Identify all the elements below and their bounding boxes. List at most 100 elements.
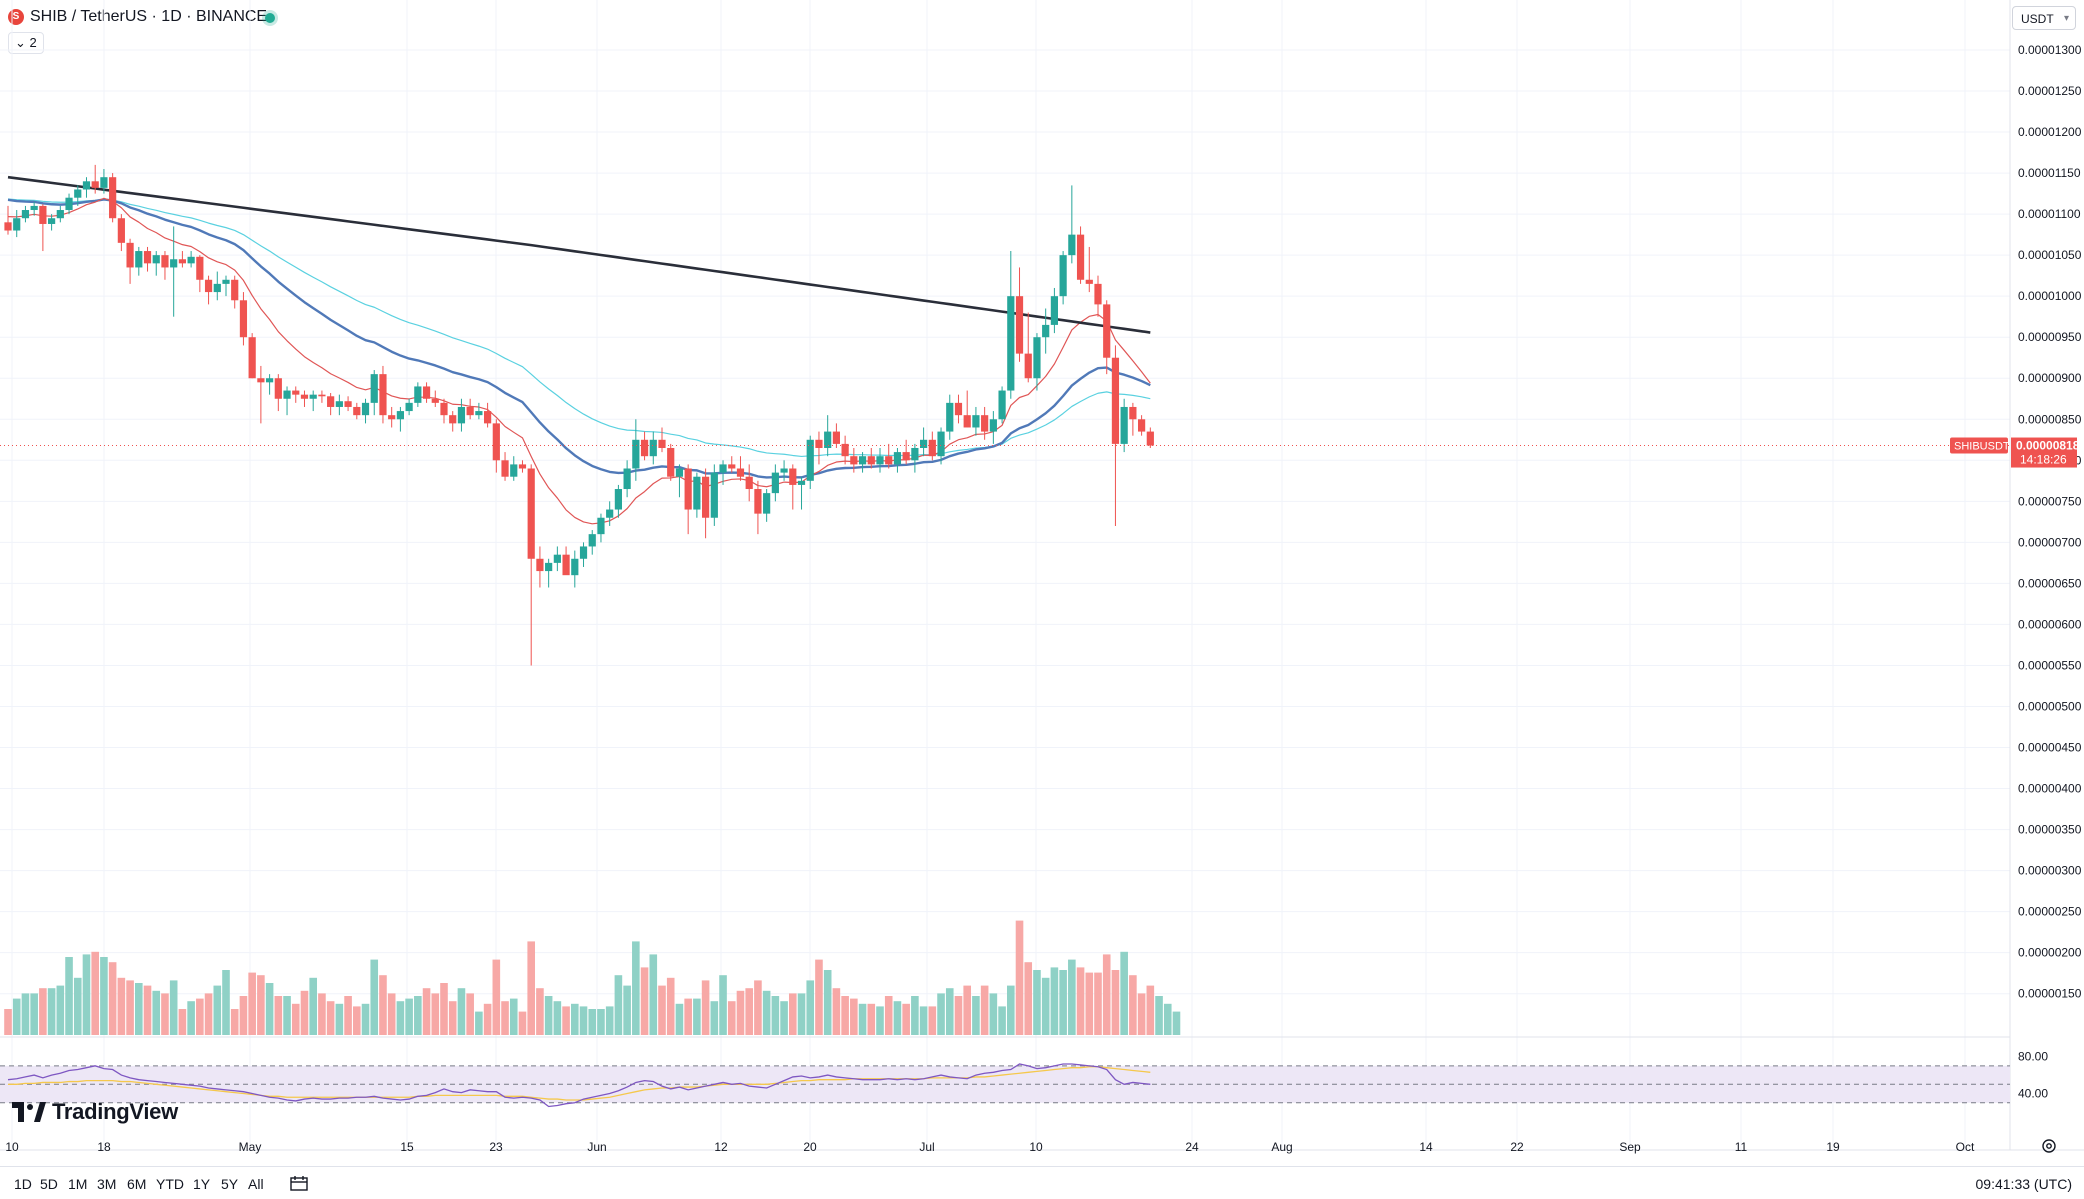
candle <box>213 271 221 301</box>
price-tick-label: 0.00000850 <box>2018 412 2082 426</box>
time-tick-label: 12 <box>714 1140 728 1154</box>
candle-body <box>989 419 997 432</box>
candle-body <box>492 423 500 461</box>
candle-body <box>588 534 596 547</box>
price-tick-label: 0.00000450 <box>2018 741 2082 755</box>
candle-body <box>204 279 213 293</box>
candle <box>545 558 553 588</box>
candle <box>597 513 605 543</box>
volume-bar <box>1137 993 1146 1035</box>
currency-selector[interactable]: USDT ▾ <box>2012 6 2076 30</box>
candle <box>1042 308 1050 354</box>
rsi-tick-label: 80.00 <box>2018 1050 2048 1064</box>
candle-body <box>632 439 640 469</box>
timeframe-5d[interactable]: 5D <box>40 1176 58 1192</box>
timeframe-all[interactable]: All <box>248 1176 264 1192</box>
volume-bar <box>56 985 65 1035</box>
candle-body <box>414 386 422 403</box>
time-tick-label: Oct <box>1956 1140 1975 1154</box>
volume-bar <box>204 993 213 1035</box>
candle <box>754 480 762 535</box>
candle-body <box>178 259 186 264</box>
timeframe-3m[interactable]: 3M <box>97 1176 117 1192</box>
time-tick-label: 20 <box>803 1140 817 1154</box>
candle <box>649 431 657 465</box>
candle <box>74 185 82 206</box>
volume-bar <box>597 1009 605 1035</box>
symbol-title[interactable]: SHIB / TetherUS · 1D · BINANCE <box>30 8 268 25</box>
candle <box>719 460 727 485</box>
candle-body <box>266 378 274 383</box>
grid-lines <box>0 0 2010 1150</box>
candle-body <box>911 447 919 461</box>
candle-body <box>143 251 152 264</box>
volume-bar <box>963 985 971 1035</box>
candle-body <box>623 468 631 490</box>
volume-bar <box>265 983 274 1035</box>
time-tick-label: May <box>239 1140 262 1154</box>
gear-icon[interactable] <box>2040 1137 2058 1155</box>
price-tick-label: 0.00000350 <box>2018 823 2082 837</box>
utc-clock[interactable]: 09:41:33 (UTC) <box>1975 1176 2072 1192</box>
candle <box>867 447 875 469</box>
volume-bar <box>335 1003 344 1035</box>
timeframe-5y[interactable]: 5Y <box>221 1176 239 1192</box>
timeframe-1y[interactable]: 1Y <box>193 1176 211 1192</box>
candle-body <box>1111 357 1120 444</box>
candle <box>91 164 99 194</box>
candle-body <box>65 197 73 211</box>
timeframe-1m[interactable]: 1M <box>68 1176 88 1192</box>
volume-bar <box>187 1001 195 1035</box>
volume-bar <box>1015 920 1024 1035</box>
price-tick-label: 0.00001300 <box>2018 43 2082 57</box>
candle-body <box>1068 234 1076 256</box>
time-tick-label: 24 <box>1185 1140 1199 1154</box>
candle-body <box>309 394 317 399</box>
candle <box>1059 251 1067 305</box>
candle <box>178 251 186 268</box>
price-tick-label: 0.00000900 <box>2018 371 2082 385</box>
candle <box>1068 185 1076 264</box>
price-tick-label: 0.00000250 <box>2018 905 2082 919</box>
price-chart[interactable]: 0.00001300 0.00001250 0.00001200 0.00001150… <box>0 0 2084 1166</box>
volume-bar <box>135 983 143 1035</box>
volume-bar <box>326 1001 335 1035</box>
volume-bar <box>414 996 422 1035</box>
candle-body <box>292 390 300 395</box>
candle <box>806 435 814 490</box>
candle-body <box>1059 255 1067 297</box>
volume-bar <box>309 977 317 1035</box>
candle-body <box>937 431 945 457</box>
timeframe-1d[interactable]: 1D <box>14 1176 32 1192</box>
candle-body <box>327 396 335 407</box>
candle <box>614 484 622 518</box>
volume-bar <box>945 988 954 1035</box>
timeframe-6m[interactable]: 6M <box>127 1176 147 1192</box>
candle-body <box>649 439 657 457</box>
candle <box>327 393 335 416</box>
volume-bar <box>91 951 99 1035</box>
volume-bar <box>571 1003 579 1035</box>
candle <box>300 390 309 407</box>
candle-body <box>745 476 753 490</box>
candle <box>318 390 326 403</box>
volume-bar <box>387 993 396 1035</box>
volume-bar <box>911 996 919 1035</box>
candle-body <box>248 337 256 379</box>
volume-bar <box>370 959 379 1035</box>
volume-bar <box>867 1003 876 1035</box>
indicator-legend-toggle[interactable]: ⌄ 2 <box>8 32 44 54</box>
candle-body <box>815 439 823 448</box>
timeframe-ytd[interactable]: YTD <box>156 1176 184 1192</box>
candle-body <box>4 222 12 231</box>
candle <box>1050 287 1058 334</box>
volume-bar <box>300 990 309 1035</box>
candle <box>56 205 64 223</box>
candle <box>475 402 483 420</box>
calendar-range-icon[interactable] <box>290 1175 308 1191</box>
volume-bar <box>1146 985 1155 1035</box>
time-tick-label: 14 <box>1419 1140 1433 1154</box>
candle-body <box>763 493 771 514</box>
candle-body <box>1015 296 1024 354</box>
candle-body <box>82 181 91 190</box>
